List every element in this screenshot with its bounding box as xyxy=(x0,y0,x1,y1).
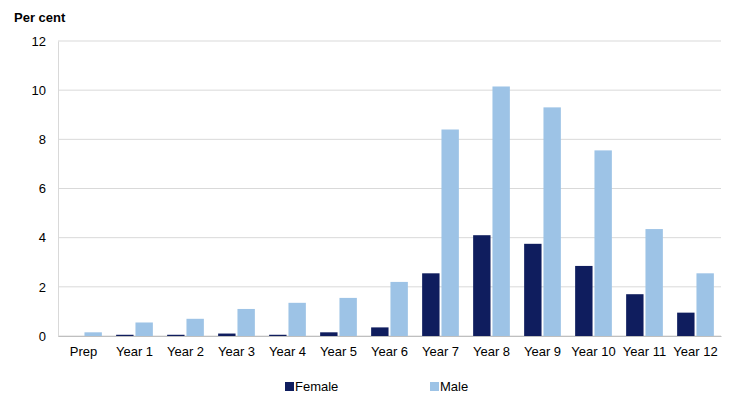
grid-line xyxy=(58,139,721,140)
bar xyxy=(441,130,458,337)
x-tick-label: Year 12 xyxy=(673,344,717,359)
x-tick: Year 4 xyxy=(269,336,306,359)
y-tick-label: 10 xyxy=(32,83,46,98)
legend-label: Female xyxy=(295,379,338,394)
x-tick-label: Year 11 xyxy=(623,344,666,359)
x-tick: Year 11 xyxy=(623,336,666,359)
grid-line xyxy=(58,90,721,91)
bar xyxy=(339,298,356,336)
bar xyxy=(288,303,305,336)
legend-swatch xyxy=(430,382,439,391)
legend-label: Male xyxy=(440,379,468,394)
bar xyxy=(594,150,611,336)
x-tick-label: Prep xyxy=(70,344,97,359)
grid-line xyxy=(58,336,721,337)
x-tick-label: Year 2 xyxy=(167,344,204,359)
grid-line xyxy=(58,286,721,287)
bar xyxy=(524,244,541,336)
y-tick: 0 xyxy=(39,329,58,344)
plot: 0 2 4 6 8 10 12 Prep Year 1 Year 2 Year 3 Year 4 Yea… xyxy=(32,34,722,360)
x-tick-label: Year 9 xyxy=(524,344,561,359)
legend: Female Male xyxy=(285,379,468,394)
y-tick-label: 12 xyxy=(32,34,46,49)
bar xyxy=(167,335,184,336)
x-tick: Year 3 xyxy=(218,336,255,359)
x-tick-label: Year 4 xyxy=(269,344,306,359)
x-tick-label: Year 6 xyxy=(371,344,408,359)
bar xyxy=(218,334,235,336)
y-tick: 4 xyxy=(39,230,58,245)
bar xyxy=(696,273,713,336)
bar xyxy=(645,229,662,336)
x-tick: Year 1 xyxy=(116,336,153,359)
y-axis-title: Per cent xyxy=(14,10,66,25)
bar xyxy=(543,107,560,336)
x-tick-label: Year 1 xyxy=(116,344,153,359)
x-tick: Year 5 xyxy=(320,336,357,359)
x-tick-label: Year 3 xyxy=(218,344,255,359)
y-tick-label: 0 xyxy=(39,329,46,344)
grid xyxy=(58,41,721,336)
y-tick-label: 6 xyxy=(39,181,46,196)
y-tick: 6 xyxy=(39,181,58,196)
bar xyxy=(84,332,101,336)
bar xyxy=(371,327,388,336)
x-tick: Year 2 xyxy=(167,336,204,359)
legend-swatch xyxy=(285,382,294,391)
grid-line xyxy=(58,41,721,42)
x-tick: Year 10 xyxy=(571,336,615,359)
bar xyxy=(320,332,337,336)
bar-series xyxy=(84,86,713,336)
bar xyxy=(390,282,407,336)
chart-container: 0 2 4 6 8 10 12 Prep Year 1 Year 2 Year 3 Year 4 Yea… xyxy=(0,0,743,413)
bar xyxy=(422,273,439,336)
x-axis: Prep Year 1 Year 2 Year 3 Year 4 Year 5 Year 6… xyxy=(59,336,722,359)
y-axis-line xyxy=(58,42,59,337)
x-tick: Year 6 xyxy=(371,336,408,359)
y-tick: 12 xyxy=(32,34,58,49)
legend-item: Male xyxy=(430,379,468,394)
y-tick: 8 xyxy=(39,132,58,147)
x-tick: Year 7 xyxy=(422,336,459,359)
bar xyxy=(135,322,152,336)
x-tick-label: Year 10 xyxy=(571,344,615,359)
legend-item: Female xyxy=(285,379,338,394)
x-tick-label: Year 5 xyxy=(320,344,357,359)
grid-line xyxy=(58,188,721,189)
chart: 0 2 4 6 8 10 12 Prep Year 1 Year 2 Year 3 Year 4 Yea… xyxy=(0,0,743,413)
x-tick: Prep xyxy=(70,336,97,359)
x-axis-line xyxy=(59,336,722,337)
bar xyxy=(492,86,509,336)
y-tick-label: 8 xyxy=(39,132,46,147)
bar xyxy=(269,335,286,336)
bar xyxy=(186,319,203,336)
y-tick: 2 xyxy=(39,279,58,294)
grid-line xyxy=(58,237,721,238)
x-tick: Year 8 xyxy=(473,336,510,359)
bar xyxy=(626,294,643,336)
bars xyxy=(84,86,713,336)
x-tick-label: Year 8 xyxy=(473,344,510,359)
y-axis: 0 2 4 6 8 10 12 xyxy=(32,34,59,344)
y-tick: 10 xyxy=(32,83,58,98)
bar xyxy=(65,336,82,337)
x-tick: Year 9 xyxy=(524,336,561,359)
bar xyxy=(575,266,592,336)
bar xyxy=(473,235,490,336)
bar xyxy=(116,335,133,336)
x-tick: Year 12 xyxy=(673,336,717,359)
bar xyxy=(237,309,254,336)
y-tick-label: 4 xyxy=(39,230,46,245)
bar xyxy=(677,313,694,336)
y-tick-label: 2 xyxy=(39,279,46,294)
x-tick-label: Year 7 xyxy=(422,344,459,359)
